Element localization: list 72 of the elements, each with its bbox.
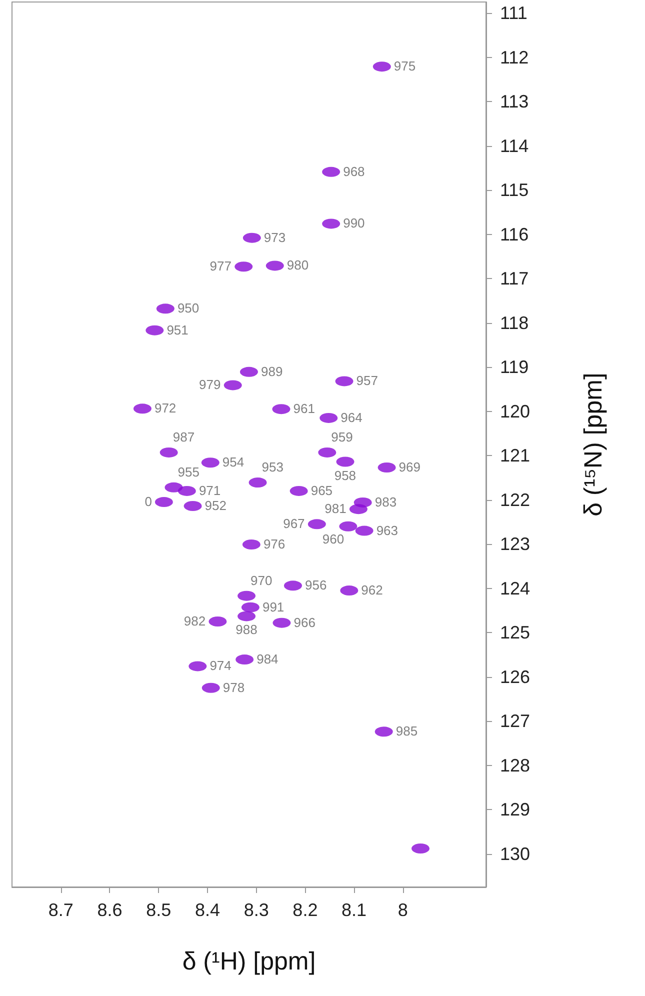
annotation: 964 <box>340 410 362 425</box>
y-tick-label: 117 <box>500 268 529 289</box>
annotation: 956 <box>304 578 327 593</box>
annotation: 971 <box>198 482 221 498</box>
x-tick-label: 8.7 <box>48 900 74 920</box>
annotation: 954 <box>222 454 244 470</box>
y-tick-label: 130 <box>500 844 530 864</box>
annotation: 977 <box>210 258 232 274</box>
annotation: 982 <box>184 614 206 628</box>
y-tick-label: 126 <box>500 666 530 687</box>
annotation: 987 <box>172 429 195 444</box>
annotation: 976 <box>263 536 286 552</box>
y-tick-label: 114 <box>500 136 529 156</box>
y-tick-label: 115 <box>500 180 529 200</box>
x-tick-label: 8.4 <box>194 900 220 920</box>
y-tick-label: 128 <box>500 755 530 776</box>
y-tick-label: 123 <box>500 534 530 554</box>
annotation: 984 <box>256 652 278 667</box>
annotation: 991 <box>262 599 284 614</box>
y-tick-label: 113 <box>500 92 529 112</box>
x-tick-label: 8 <box>398 900 408 920</box>
annotation: 962 <box>361 582 383 598</box>
x-tick-label: 8.3 <box>244 900 269 920</box>
y-tick-label: 124 <box>500 578 530 598</box>
annotation: 961 <box>293 401 315 416</box>
annotation: 975 <box>394 58 416 74</box>
annotation: 988 <box>236 622 258 638</box>
annotation: 966 <box>294 614 316 630</box>
annotation: 973 <box>264 230 286 245</box>
annotation: 989 <box>261 364 283 379</box>
y-axis-title: δ (¹⁵N) [ppm] <box>580 372 608 516</box>
x-tick-label: 8.5 <box>146 900 172 920</box>
y-tick-label: 119 <box>500 357 529 378</box>
annotation: 979 <box>199 377 221 392</box>
annotation: 981 <box>324 501 346 516</box>
x-tick-label: 8.1 <box>342 900 367 920</box>
y-tick-label: 118 <box>500 312 529 333</box>
annotation: 952 <box>204 498 227 514</box>
annotation: 951 <box>166 322 188 338</box>
y-tick-label: 120 <box>500 401 530 422</box>
y-tick-label: 111 <box>500 3 528 24</box>
y-tick-label: 121 <box>500 446 530 466</box>
annotation: 983 <box>374 494 397 510</box>
annotation: 978 <box>222 680 245 695</box>
annotation: 968 <box>343 164 365 179</box>
annotation: 974 <box>210 658 232 674</box>
annotation: 990 <box>343 216 365 231</box>
annotation: 960 <box>322 531 344 546</box>
annotation: 963 <box>376 522 398 538</box>
annotation: 985 <box>396 724 418 739</box>
annotation: 950 <box>177 300 200 316</box>
annotation: 967 <box>283 516 305 532</box>
annotation: 965 <box>310 482 333 498</box>
annotation: 953 <box>262 460 284 475</box>
y-tick-label: 127 <box>500 711 530 732</box>
annotation: 958 <box>334 468 356 483</box>
annotation: 957 <box>356 373 378 388</box>
annotation: 959 <box>331 429 353 444</box>
y-tick-label: 125 <box>500 622 530 643</box>
annotation: 970 <box>250 572 272 588</box>
annotation: 980 <box>286 258 309 273</box>
y-tick-label: 112 <box>500 47 529 68</box>
y-tick-label: 122 <box>500 490 530 510</box>
x-axis-title: δ (¹H) [ppm] <box>182 948 316 976</box>
annotation: 972 <box>154 400 176 416</box>
x-tick-label: 8.6 <box>97 900 122 920</box>
y-tick-label: 116 <box>500 224 529 244</box>
annotation: 0 <box>144 494 152 510</box>
y-tick-label: 129 <box>500 800 530 820</box>
x-tick-label: 8.2 <box>292 900 318 920</box>
annotation: 969 <box>398 460 421 475</box>
annotation: 955 <box>178 464 200 480</box>
